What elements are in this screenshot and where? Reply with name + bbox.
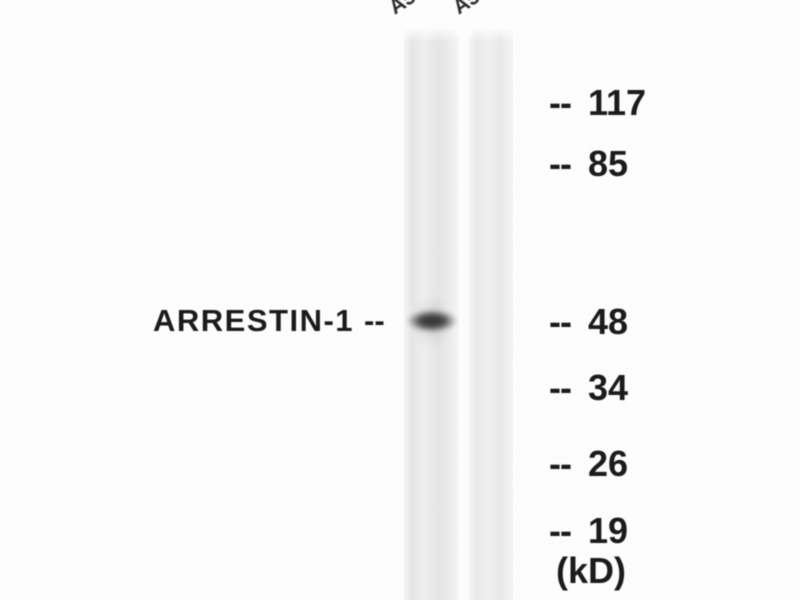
marker-tick-dashes: -- bbox=[549, 443, 572, 484]
marker-value: 85 bbox=[588, 143, 629, 184]
mw-marker-85: -- 85 bbox=[549, 143, 628, 185]
mw-marker-117: -- 117 bbox=[549, 82, 646, 124]
marker-tick-dashes: -- bbox=[549, 143, 572, 184]
band-pointer-dashes: -- bbox=[364, 303, 385, 338]
protein-band bbox=[402, 304, 462, 338]
marker-value: 26 bbox=[588, 443, 629, 484]
mw-marker-19: -- 19 bbox=[549, 510, 628, 552]
mw-marker-48: -- 48 bbox=[549, 301, 628, 343]
mw-marker-34: -- 34 bbox=[549, 367, 628, 409]
marker-value: 48 bbox=[588, 301, 629, 342]
marker-tick-dashes: -- bbox=[549, 367, 572, 408]
marker-value: 19 bbox=[588, 510, 629, 551]
band-label: ARRESTIN-1 bbox=[153, 303, 355, 338]
marker-tick-dashes: -- bbox=[549, 510, 572, 551]
marker-tick-dashes: -- bbox=[549, 301, 572, 342]
marker-tick-dashes: -- bbox=[549, 82, 572, 123]
unit-label: (kD) bbox=[556, 550, 626, 591]
marker-value: 117 bbox=[588, 82, 647, 123]
gel-lane-2 bbox=[469, 26, 513, 600]
marker-value: 34 bbox=[588, 367, 629, 408]
mw-marker-26: -- 26 bbox=[549, 443, 628, 485]
band-callout: ARRESTIN-1 -- bbox=[153, 302, 385, 340]
